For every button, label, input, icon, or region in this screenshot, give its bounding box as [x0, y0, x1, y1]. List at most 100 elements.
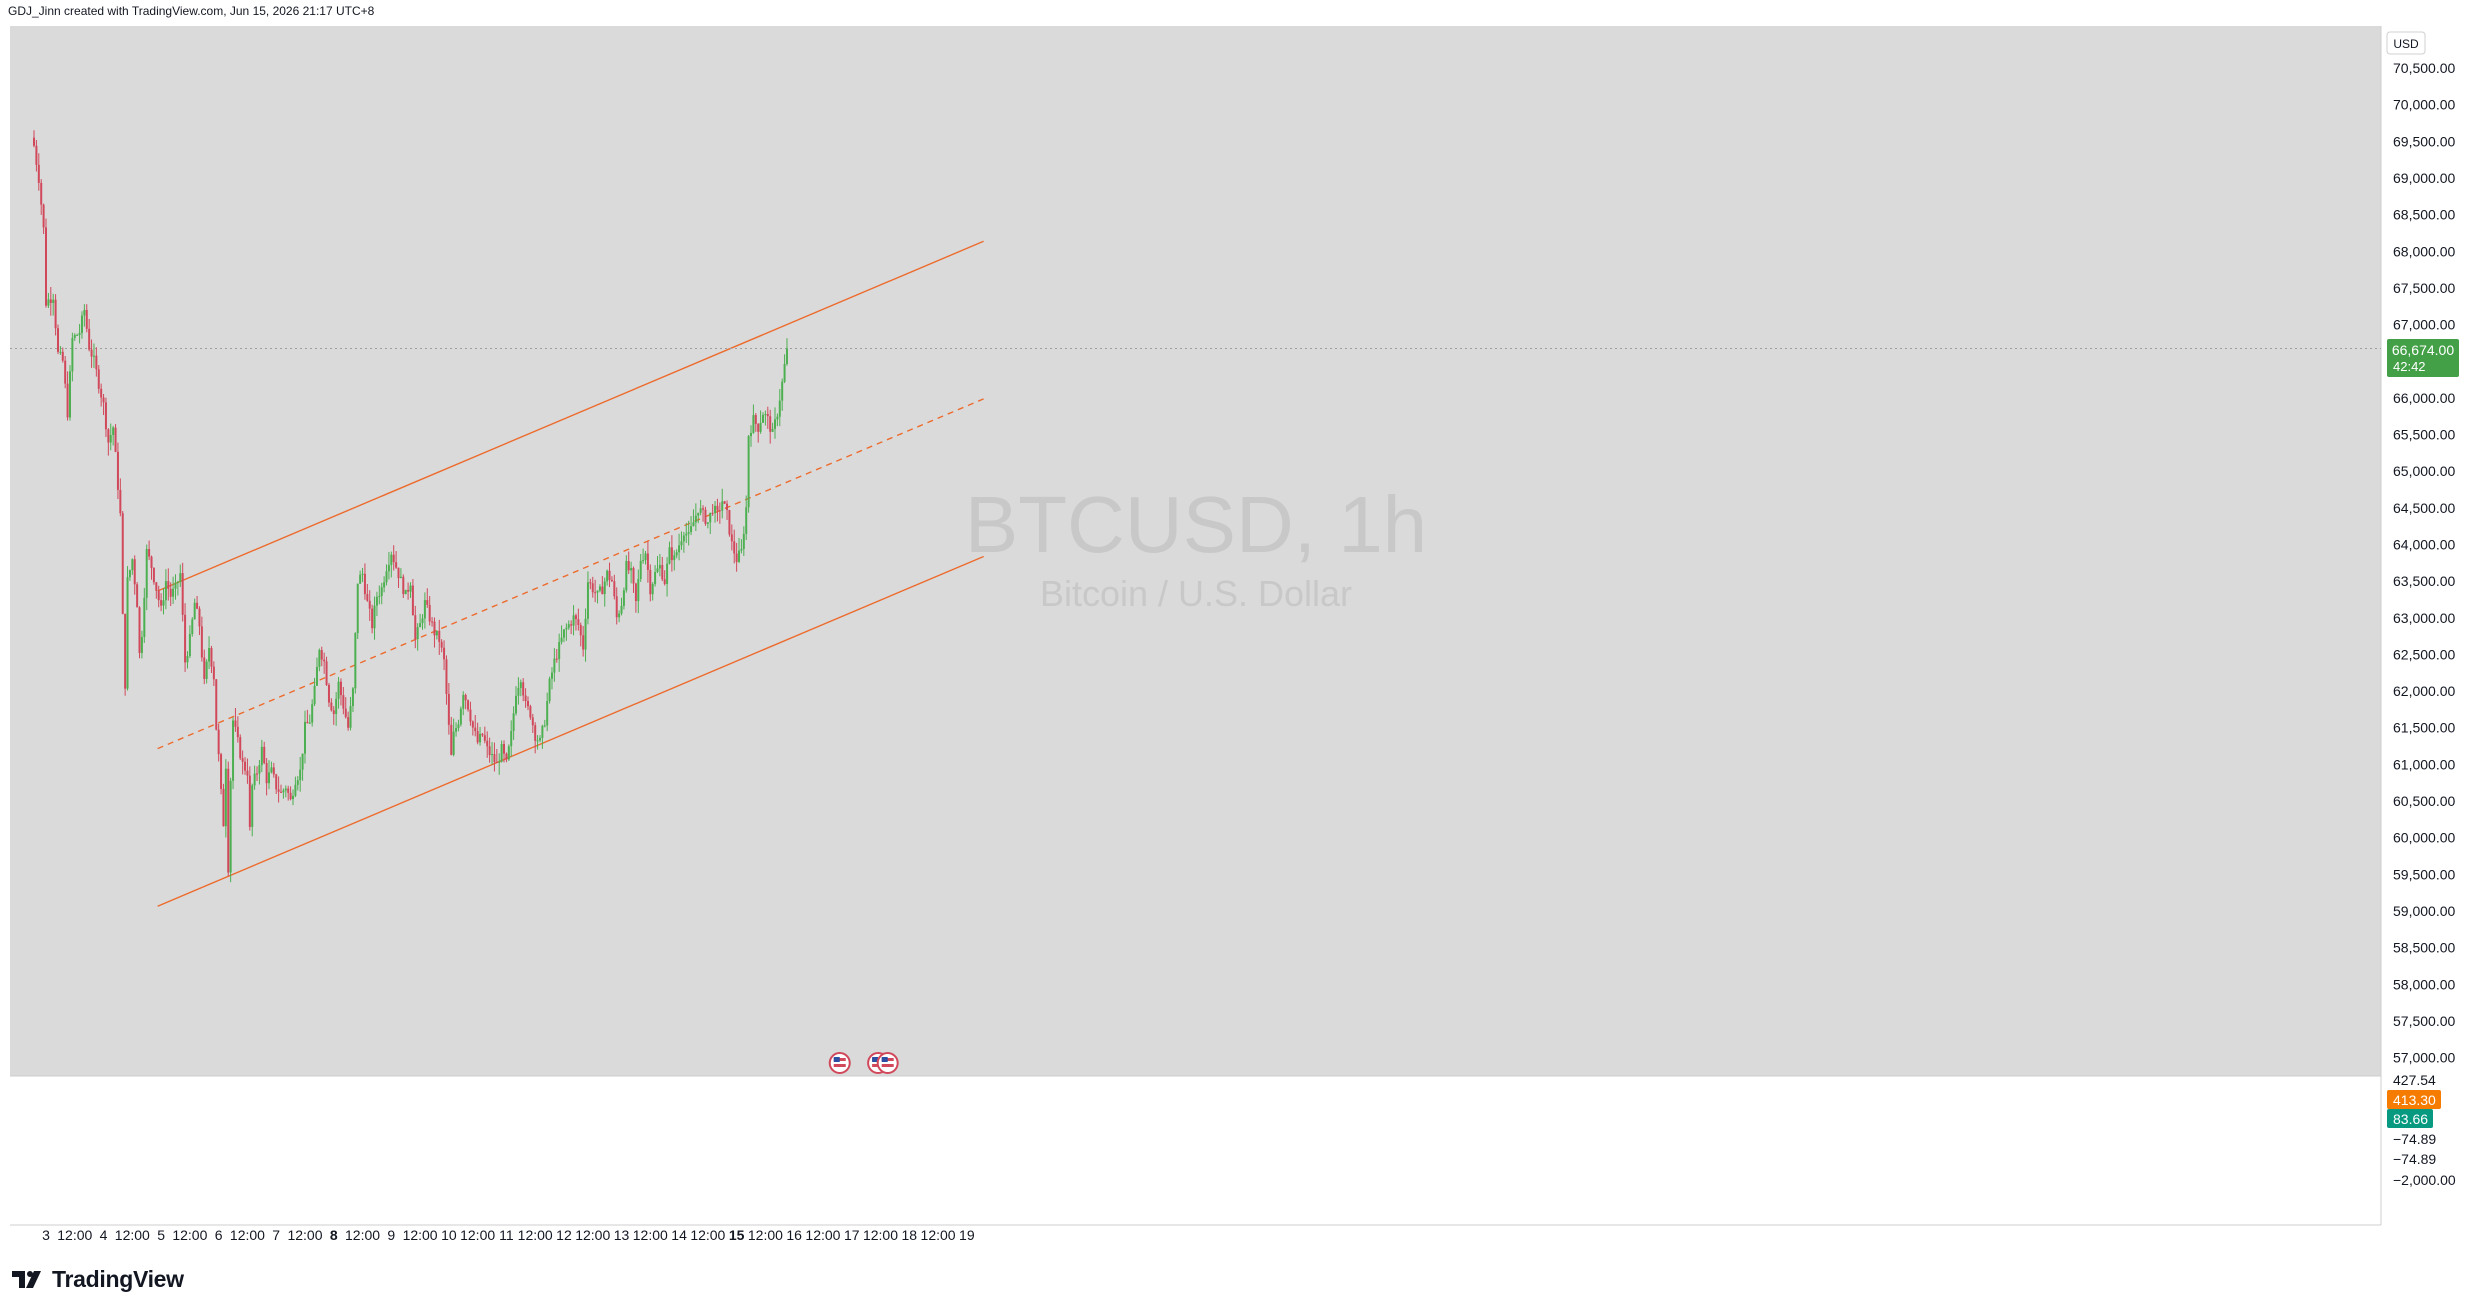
time-tick-label: 12:00 — [921, 1227, 956, 1243]
candle-body — [771, 428, 774, 432]
candle-body — [196, 602, 199, 609]
economic-events[interactable] — [828, 1052, 899, 1074]
price-axis[interactable]: 70,500.00 70,000.00 69,500.00 69,000.00 68,5… — [2393, 60, 2455, 1066]
candle-body — [229, 780, 232, 873]
candle-body — [735, 553, 738, 562]
us-flag-icon[interactable] — [876, 1052, 899, 1074]
us-flag-icon[interactable] — [828, 1052, 851, 1074]
candle-body — [675, 552, 678, 556]
candle-body — [193, 602, 196, 620]
candle-body — [265, 763, 268, 784]
candle-body — [586, 582, 589, 619]
candle-body — [287, 788, 290, 793]
candle-body — [419, 623, 422, 628]
candle-body — [558, 642, 561, 660]
candle-body — [505, 753, 508, 760]
time-tick-label: 12:00 — [805, 1227, 840, 1243]
candle-body — [37, 164, 40, 183]
candle-body — [236, 726, 239, 738]
candle-body — [714, 505, 717, 514]
candle-body — [71, 338, 74, 372]
time-tick-label: 12:00 — [172, 1227, 207, 1243]
candle-body — [632, 568, 635, 584]
candle-body — [385, 571, 388, 583]
candle-body — [354, 633, 357, 689]
candle-body — [445, 659, 448, 694]
candle-body — [562, 629, 565, 638]
candle-body — [217, 729, 220, 755]
candle-body — [706, 522, 709, 524]
candle-body — [769, 416, 772, 432]
time-tick-label: 12:00 — [403, 1227, 438, 1243]
candle-body — [481, 733, 484, 736]
candle-body — [550, 672, 553, 679]
candle-body — [397, 567, 400, 579]
candle-body — [716, 505, 719, 511]
candle-body — [673, 555, 676, 561]
candle-body — [459, 708, 462, 725]
candle-body — [740, 548, 743, 551]
candle-body — [642, 560, 645, 562]
candle-body — [411, 585, 414, 616]
time-axis[interactable]: 3 12:00 4 12:00 5 12:00 6 12:00 7 12:00 8 12:00 9 12:… — [42, 1227, 975, 1243]
candle-body — [577, 619, 580, 626]
candle-body — [284, 788, 287, 791]
candle-body — [584, 618, 587, 650]
candle-body — [469, 709, 472, 722]
parallel-channel[interactable] — [157, 240, 984, 907]
candle-body — [512, 713, 515, 731]
candle-body — [78, 332, 81, 335]
candle-body — [498, 761, 501, 763]
tradingview-logo[interactable]: TradingView — [12, 1266, 184, 1293]
candle-body — [306, 721, 309, 724]
time-tick-label: 12:00 — [575, 1227, 610, 1243]
candle-body — [615, 596, 618, 618]
candle-body — [757, 423, 760, 432]
candle-body — [668, 547, 671, 564]
candles — [33, 130, 788, 883]
candle-body — [495, 761, 498, 763]
candle-body — [164, 581, 167, 601]
candle-body — [184, 614, 187, 663]
candle-body — [598, 586, 601, 591]
candle-body — [526, 701, 529, 707]
candle-body — [560, 637, 563, 643]
time-tick-label: 12:00 — [230, 1227, 265, 1243]
time-tick-label: 15 — [729, 1227, 745, 1243]
price-tick-label: 67,000.00 — [2393, 317, 2455, 333]
candle-body — [754, 415, 757, 424]
candle-body — [303, 721, 306, 754]
candle-body — [443, 647, 446, 660]
candle-body — [630, 568, 633, 571]
candle-body — [59, 351, 62, 353]
candle-body — [680, 541, 683, 546]
candle-body — [452, 731, 455, 755]
candle-body — [493, 754, 496, 762]
candle-body — [162, 600, 165, 606]
candle-body — [174, 582, 177, 589]
candle-body — [486, 740, 489, 747]
currency-box[interactable] — [2386, 31, 2426, 55]
candle-body — [658, 564, 661, 569]
candle-body — [656, 568, 659, 572]
time-tick-label: 12:00 — [863, 1227, 898, 1243]
candle-body — [567, 624, 570, 628]
price-tick-label: 63,000.00 — [2393, 610, 2455, 626]
candle-body — [143, 597, 146, 637]
candle-body — [308, 722, 311, 724]
candle-body — [606, 570, 609, 582]
time-tick-label: 11 — [499, 1227, 514, 1243]
candle-body — [49, 299, 52, 303]
candle-body — [387, 564, 390, 572]
candle-body — [361, 573, 364, 575]
time-tick-label: 12:00 — [748, 1227, 783, 1243]
candle-body — [634, 583, 637, 602]
candle-body — [203, 657, 206, 679]
candle-body — [97, 369, 100, 389]
main-pane-background — [10, 26, 2381, 1076]
candle-body — [102, 397, 105, 403]
candle-body — [198, 608, 201, 627]
candle-body — [282, 790, 285, 793]
candle-body — [515, 695, 518, 714]
